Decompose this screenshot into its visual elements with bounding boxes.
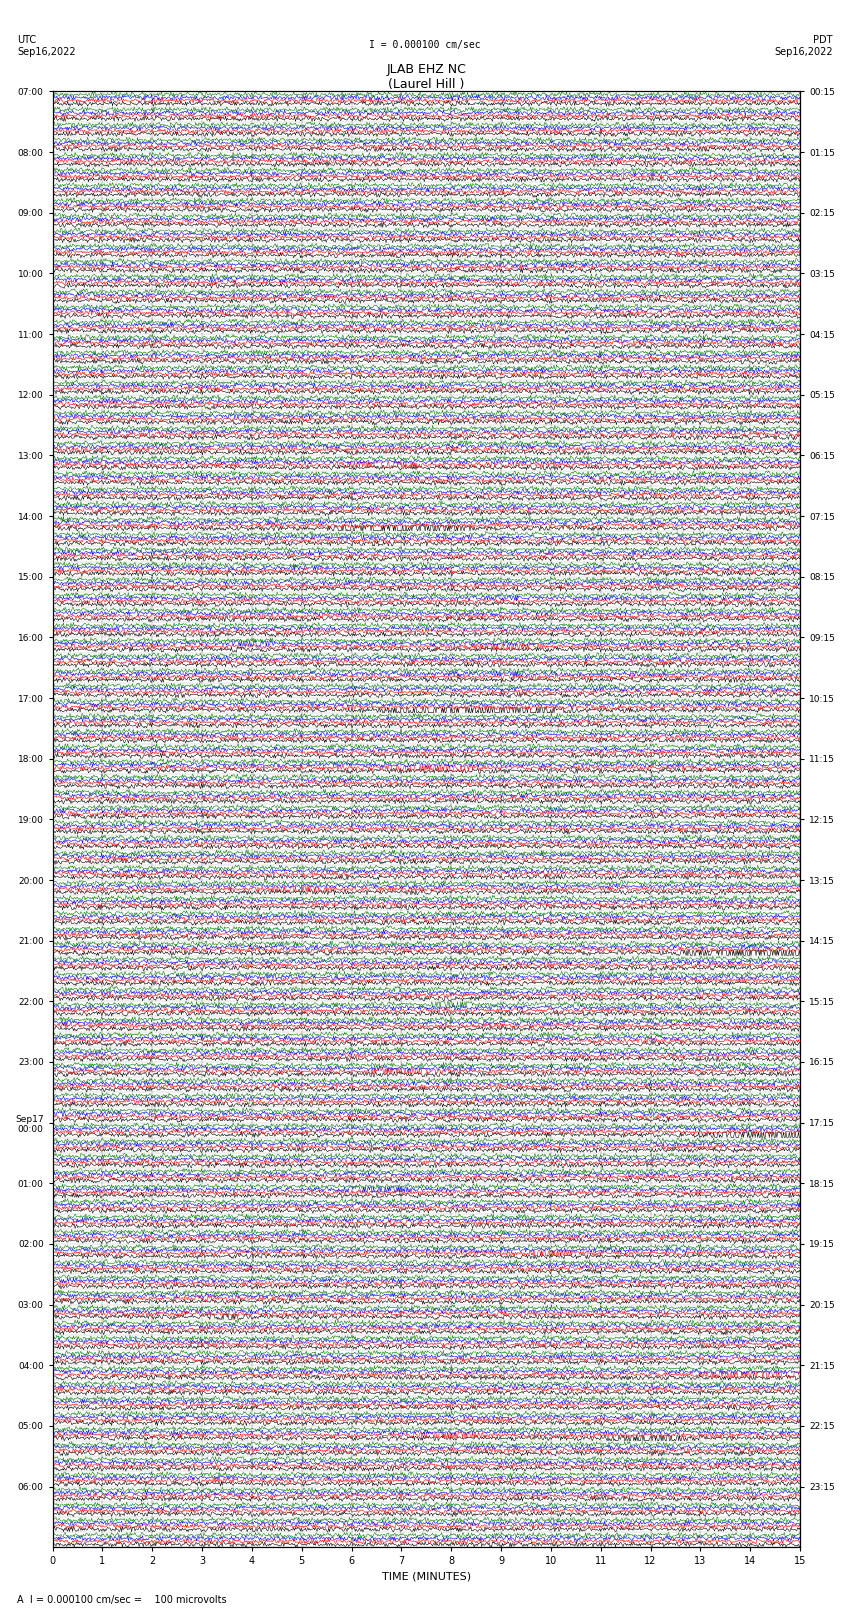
X-axis label: TIME (MINUTES): TIME (MINUTES)	[382, 1573, 471, 1582]
Text: A  I = 0.000100 cm/sec =    100 microvolts: A I = 0.000100 cm/sec = 100 microvolts	[17, 1595, 227, 1605]
Text: I = 0.000100 cm/sec: I = 0.000100 cm/sec	[369, 40, 481, 50]
Text: UTC
Sep16,2022: UTC Sep16,2022	[17, 35, 76, 56]
Title: JLAB EHZ NC
(Laurel Hill ): JLAB EHZ NC (Laurel Hill )	[387, 63, 467, 92]
Text: PDT
Sep16,2022: PDT Sep16,2022	[774, 35, 833, 56]
